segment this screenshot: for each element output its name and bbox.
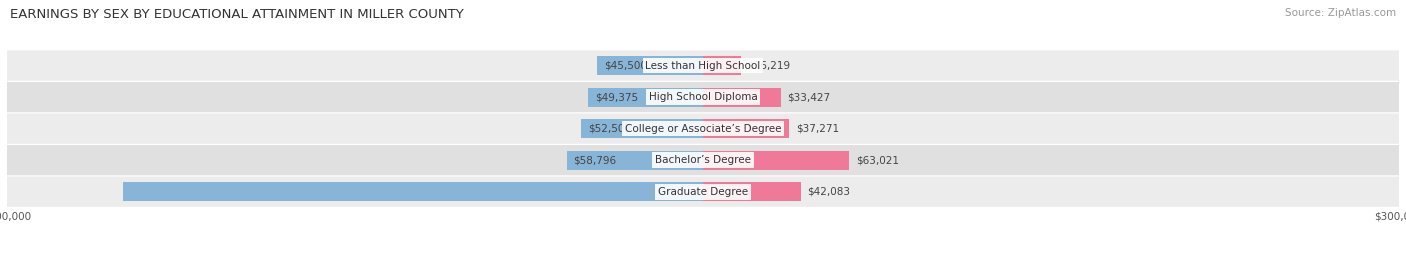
FancyBboxPatch shape [7, 114, 1399, 144]
FancyBboxPatch shape [7, 145, 1399, 175]
Text: College or Associate’s Degree: College or Associate’s Degree [624, 124, 782, 134]
Text: $63,021: $63,021 [856, 155, 900, 165]
Text: $45,500: $45,500 [605, 61, 647, 70]
Text: High School Diploma: High School Diploma [648, 92, 758, 102]
Bar [589, 88, 703, 107]
Bar [703, 88, 780, 107]
Text: Graduate Degree: Graduate Degree [658, 187, 748, 197]
FancyBboxPatch shape [7, 50, 1399, 81]
Bar [567, 151, 703, 170]
Bar [703, 56, 741, 75]
FancyBboxPatch shape [7, 82, 1399, 112]
Text: Source: ZipAtlas.com: Source: ZipAtlas.com [1285, 8, 1396, 18]
Bar [122, 182, 703, 201]
Text: $37,271: $37,271 [796, 124, 839, 134]
FancyBboxPatch shape [7, 177, 1399, 207]
Text: $49,375: $49,375 [595, 92, 638, 102]
Bar [581, 119, 703, 138]
Bar [598, 56, 703, 75]
Text: $250,001: $250,001 [675, 187, 730, 197]
Text: Bachelor’s Degree: Bachelor’s Degree [655, 155, 751, 165]
Bar [703, 119, 789, 138]
Bar [703, 151, 849, 170]
Text: $58,796: $58,796 [574, 155, 617, 165]
Text: Less than High School: Less than High School [645, 61, 761, 70]
Text: $42,083: $42,083 [807, 187, 851, 197]
Text: $16,219: $16,219 [748, 61, 790, 70]
Text: $33,427: $33,427 [787, 92, 831, 102]
Text: $52,500: $52,500 [588, 124, 631, 134]
Text: EARNINGS BY SEX BY EDUCATIONAL ATTAINMENT IN MILLER COUNTY: EARNINGS BY SEX BY EDUCATIONAL ATTAINMEN… [10, 8, 464, 21]
Bar [703, 182, 800, 201]
